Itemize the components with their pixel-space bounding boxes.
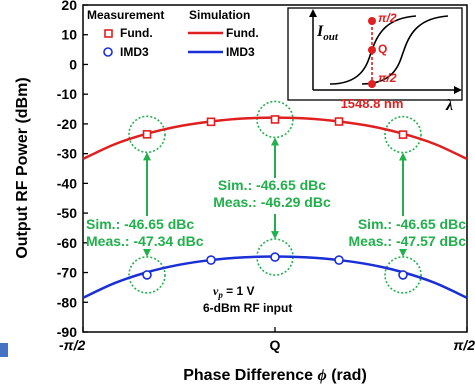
y-tick-label: 20 [61,0,77,13]
x-tick-label: -π/2 [59,337,86,353]
inset-bottom-point [368,80,376,88]
corner-marker [0,343,8,357]
annotation-left-meas: Meas.: -47.34 dBc [86,233,204,249]
series-imd3-measurement-point [270,252,280,262]
y-tick-label: -20 [57,116,77,132]
series-fund-measurement-point [270,115,280,124]
inset-transfer-diagram: Iout λ π/2 Q π/2 1548.8 nm [287,7,463,114]
legend-imd3-meas-label: IMD3 [120,45,149,59]
annotation-right-sim: Sim.: -46.65 dBc [358,216,466,232]
inset-q-label: Q [378,42,387,56]
x-tick-label: Q [270,337,281,353]
x-tick-label: π/2 [453,337,475,353]
inset-y-label: Iout [316,23,339,43]
inset-q-point [368,46,376,54]
bias-note: vp = 1 V [213,284,255,300]
y-tick-label: -10 [57,86,77,102]
series-imd3-measurement-point [142,270,152,280]
inset-x-label: λ [445,97,453,114]
legend-measurement-header: Measurement [87,8,164,22]
series-imd3-measurement-point [206,255,216,265]
annotation-center-meas: Meas.: -46.29 dBc [213,194,331,210]
series-fund-measurement-point [142,130,152,139]
y-tick-label: -50 [57,205,77,221]
y-tick-label: -90 [57,324,77,340]
legend-fund-meas-label: Fund. [120,26,153,40]
inset-curve-right [361,15,449,85]
y-tick-label: 10 [61,27,77,43]
y-tick-label: -60 [57,235,77,251]
y-axis-ticks: 20 10 0 -10 -20 -30 -40 -50 -60 -70 -80 -90 [57,0,88,340]
legend-imd3-sim-label: IMD3 [226,45,255,59]
y-tick-label: -80 [57,294,77,310]
x-axis-title: Phase Difference ϕ (rad) [183,367,367,384]
y-tick-label: -40 [57,175,77,191]
legend-imd3-meas-marker [103,47,113,57]
y-tick-label: 0 [69,56,77,72]
data-series [82,115,468,299]
annotation-left-sim: Sim.: -46.65 dBc [86,216,194,232]
highlight-circle-imd3 [128,256,166,294]
legend-fund-sim-label: Fund. [226,26,259,40]
legend-fund-meas-marker [104,29,113,38]
series-fund-measurement-point [206,117,216,127]
inset-bottom-label: π/2 [378,71,397,85]
inset-wavelength: 1548.8 nm [341,96,404,111]
series-fund-measurement-point [398,130,408,139]
inset-top-point [368,17,376,25]
rf-input-note: 6-dBm RF input [203,301,292,315]
y-tick-label: -70 [57,265,77,281]
legend-simulation-header: Simulation [189,8,250,22]
annotations: Sim.: -46.65 dBc Meas.: -46.29 dBc Sim.:… [86,177,466,249]
highlight-circle-imd3 [384,256,422,294]
inset-top-label: π/2 [378,11,397,25]
series-imd3-measurement-point [398,270,408,280]
annotation-center-sim: Sim.: -46.65 dBc [218,177,326,193]
series-fund-measurement-point [334,117,344,126]
annotation-arrows [143,137,407,257]
annotation-right-meas: Meas.: -47.57 dBc [349,233,467,249]
y-axis-title: Output RF Power (dBm) [14,77,31,258]
series-imd3-measurement-point [334,255,344,265]
legend: Measurement Simulation Fund. IMD3 Fund. … [87,8,259,59]
y-tick-label: -30 [57,146,77,162]
